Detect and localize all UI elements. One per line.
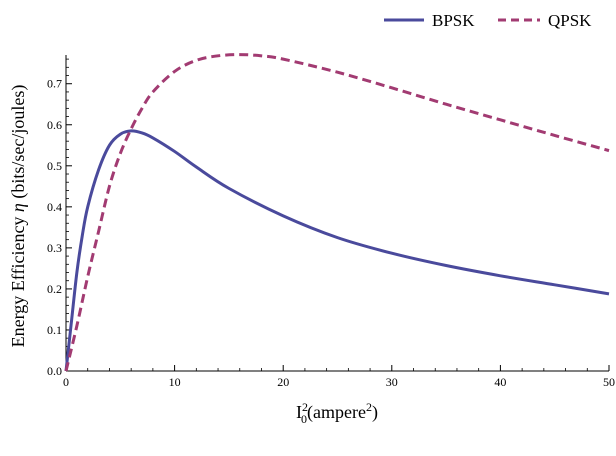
x-tick-label: 50 <box>603 375 615 389</box>
x-axis-title-paren-open: (ampere <box>307 402 366 423</box>
y-tick-label: 0.2 <box>47 282 62 296</box>
y-tick-label: 0.7 <box>47 77 62 91</box>
y-axis-title-suffix: (bits/sec/joules) <box>8 85 29 203</box>
y-tick-label: 0.3 <box>47 241 62 255</box>
legend: BPSK QPSK <box>384 11 592 30</box>
x-tick-label: 30 <box>386 375 398 389</box>
legend-label-qpsk: QPSK <box>548 11 592 30</box>
y-axis-title-symbol: η <box>8 203 28 212</box>
series-line-bpsk <box>64 129 610 372</box>
x-axis-title-paren-sup: 2 <box>366 400 372 414</box>
x-axis-title-sup: 2 <box>302 400 308 414</box>
y-tick-label: 0.5 <box>47 159 62 173</box>
x-axis-title: I2 0(ampere2) <box>296 400 378 426</box>
y-tick-label: 0.4 <box>47 200 62 214</box>
y-axis-title: Energy Efficiency η (bits/sec/joules) <box>8 85 29 348</box>
x-axis-title-paren-close: ) <box>372 402 378 423</box>
y-axis-title-prefix: Energy Efficiency <box>8 212 28 347</box>
x-tick-label: 10 <box>169 375 181 389</box>
x-ticks: 0 10 20 30 40 50 <box>63 365 615 389</box>
x-minor-ticks <box>87 368 588 371</box>
x-tick-label: 40 <box>494 375 506 389</box>
x-axis-title-sub: 0 <box>301 412 307 426</box>
series-lines <box>64 53 610 372</box>
x-tick-label: 20 <box>277 375 289 389</box>
x-axis-title-base: I <box>296 402 302 422</box>
y-tick-label: 0.6 <box>47 118 62 132</box>
series-line-qpsk <box>64 53 610 372</box>
y-ticks: 0.0 0.1 0.2 0.3 0.4 0.5 0.6 0.7 <box>47 77 72 378</box>
x-tick-label: 0 <box>63 375 69 389</box>
y-tick-label: 0.1 <box>47 323 62 337</box>
legend-label-bpsk: BPSK <box>432 11 475 30</box>
y-tick-label: 0.0 <box>47 364 62 378</box>
